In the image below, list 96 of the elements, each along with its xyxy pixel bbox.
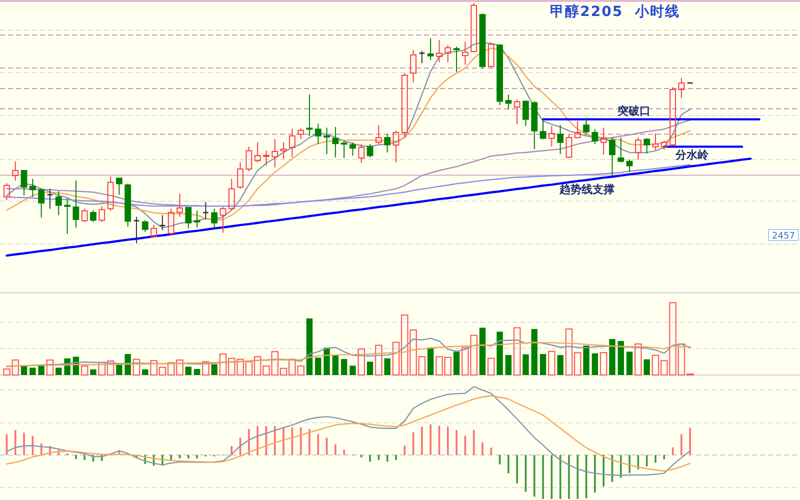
candlestick [436, 40, 442, 63]
bar [315, 358, 322, 375]
bar [194, 369, 200, 375]
candlestick [678, 77, 685, 98]
bar [644, 359, 650, 375]
candlestick [20, 170, 28, 196]
bar [540, 354, 546, 375]
bar [583, 346, 590, 375]
bar [358, 348, 366, 376]
bar [496, 332, 503, 375]
bar [30, 368, 36, 375]
candlestick [340, 140, 348, 158]
candlestick [288, 128, 296, 158]
candlestick [626, 158, 633, 173]
text: 2457 [772, 232, 795, 242]
candlestick [38, 188, 45, 218]
bar [592, 353, 598, 375]
candlestick [600, 127, 607, 156]
candlestick [609, 137, 616, 176]
bar [142, 369, 148, 375]
candlestick [350, 142, 356, 156]
bar [634, 343, 642, 376]
candlestick [618, 137, 624, 163]
candlestick [90, 210, 96, 222]
bar [522, 354, 529, 375]
candlestick [116, 177, 122, 196]
candlestick [557, 124, 564, 155]
candlestick [358, 144, 365, 164]
candlestick [540, 118, 546, 140]
candlestick [652, 132, 659, 151]
bar [531, 329, 538, 375]
candlestick [324, 127, 330, 155]
series-label: 趋势线支撑 [558, 183, 614, 196]
candlestick [644, 138, 650, 154]
bar [340, 359, 348, 375]
candlestick [583, 117, 590, 135]
candlestick [314, 123, 322, 145]
bar [487, 358, 495, 376]
candlestick [505, 94, 512, 110]
candlestick [194, 210, 200, 228]
bar [202, 361, 210, 376]
bar [626, 352, 633, 375]
candlestick [211, 208, 218, 229]
bar [618, 341, 624, 375]
bar [324, 348, 330, 375]
bar [132, 358, 140, 376]
series-label: 突破口 [616, 104, 650, 118]
bar [505, 355, 512, 375]
bar [366, 362, 374, 375]
bar [609, 338, 616, 375]
bar [557, 355, 564, 375]
bar [384, 358, 390, 375]
chart-title: 甲醇2205 小时线 [550, 3, 680, 20]
bar [124, 354, 131, 375]
candlestick [418, 50, 426, 64]
candlestick [592, 128, 598, 145]
bar [427, 347, 434, 375]
bar [453, 352, 460, 375]
candlestick [55, 190, 62, 216]
candlestick [133, 216, 140, 244]
candlestick [427, 38, 434, 60]
bar [350, 366, 356, 375]
candlestick [522, 100, 529, 127]
candlestick [384, 134, 391, 153]
candlestick [366, 144, 374, 158]
bar [332, 355, 339, 375]
candlestick [12, 160, 19, 182]
bar [116, 364, 122, 375]
bar [56, 368, 62, 375]
candlestick [142, 220, 148, 232]
candlestick [46, 188, 54, 210]
candlestick [453, 46, 460, 72]
bar [90, 369, 96, 375]
candlestick [72, 180, 80, 228]
candlestick [332, 126, 339, 158]
bar [479, 328, 486, 375]
candlestick [462, 41, 468, 66]
bar [513, 327, 521, 376]
candlestick [64, 198, 70, 234]
candlestick [548, 126, 555, 147]
bar [185, 366, 192, 375]
bar [211, 364, 218, 375]
candlestick [272, 138, 278, 168]
candlestick [410, 49, 416, 83]
candlestick [185, 206, 192, 229]
bar [80, 365, 88, 376]
bar [46, 359, 54, 376]
bar [306, 318, 313, 375]
candlestick [29, 178, 36, 198]
bar [38, 365, 44, 375]
bar [548, 350, 556, 376]
bar [375, 344, 382, 376]
series-label: 分水岭 [674, 148, 710, 162]
candlestick [306, 94, 313, 136]
bar [20, 366, 28, 375]
bar [600, 352, 608, 376]
